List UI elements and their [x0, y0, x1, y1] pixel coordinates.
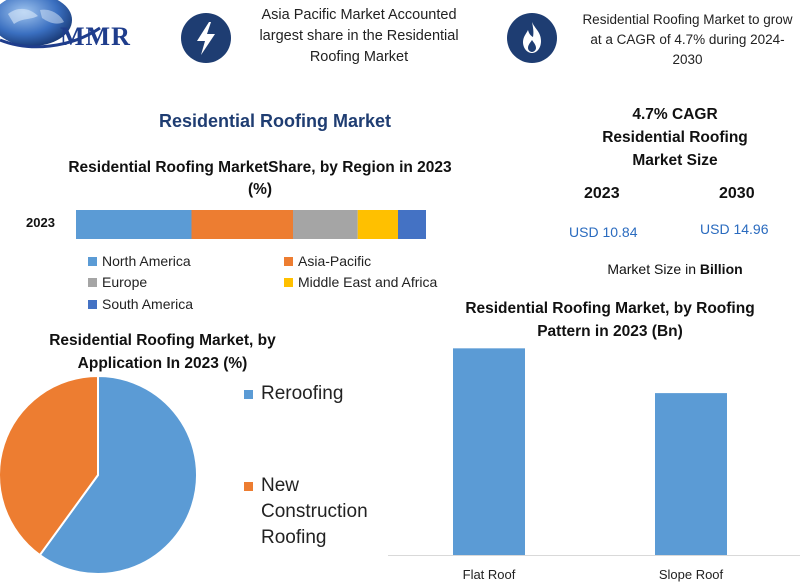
legend-item-north-america: North America — [88, 253, 191, 269]
pattern-bar-chart — [388, 348, 800, 556]
info-text-cagr: Residential Roofing Market to grow at a … — [582, 12, 793, 67]
year-2023: 2023 — [584, 185, 620, 202]
legend-swatch — [244, 390, 253, 399]
legend-label: North America — [102, 253, 191, 269]
market-size-title-1: Residential Roofing — [602, 129, 748, 146]
legend-item-reroofing: Reroofing — [244, 381, 394, 407]
region-chart-title: Residential Roofing MarketShare, by Regi… — [68, 159, 452, 198]
globe-icon — [0, 0, 101, 49]
application-pie-chart — [0, 376, 198, 575]
logo-text: MMR — [60, 22, 131, 51]
region-stacked-bar-chart — [76, 210, 426, 239]
legend-swatch — [88, 256, 97, 266]
legend-swatch — [88, 277, 97, 287]
legend-item-middle-east-and-africa: Middle East and Africa — [284, 274, 437, 290]
legend-item-new-construction-roofing: New Construction Roofing — [244, 473, 394, 551]
legend-item-asia-pacific: Asia-Pacific — [284, 253, 371, 269]
legend-label: Middle East and Africa — [298, 274, 438, 290]
legend-item-south-america: South America — [88, 296, 193, 312]
bar-segment-south-america — [398, 210, 426, 239]
legend-swatch — [284, 256, 293, 266]
value-2023: USD 10.84 — [569, 224, 638, 240]
lightning-icon — [181, 13, 231, 63]
x-tick-label-flat-roof: Flat Roof — [462, 567, 516, 582]
legend-label: Asia-Pacific — [298, 253, 372, 269]
bar-segment-middle-east-and-africa — [357, 210, 398, 239]
value-2030: USD 14.96 — [700, 221, 769, 237]
legend-label: Europe — [102, 274, 148, 290]
bar-slope-roof — [655, 393, 727, 555]
mmr-logo — [0, 0, 160, 62]
main-title: Residential Roofing Market — [158, 111, 392, 131]
cagr-line: 4.7% CAGR — [632, 106, 718, 123]
legend-swatch — [284, 277, 293, 287]
unit-prefix: Market Size in — [607, 261, 700, 277]
bar-flat-roof — [453, 348, 525, 555]
market-size-title-2: Market Size — [632, 152, 718, 169]
x-tick-label-slope-roof: Slope Roof — [658, 567, 724, 582]
bar-segment-north-america — [76, 210, 192, 239]
pattern-chart-title: Residential Roofing Market, by Roofing P… — [465, 300, 755, 340]
pie-slice-new-construction-roofing — [0, 376, 99, 557]
bar-segment-europe — [293, 210, 358, 239]
market-size-block: 4.7% CAGR Residential Roofing Market Siz… — [560, 103, 790, 172]
legend-swatch — [88, 299, 97, 309]
region-bar-category: 2023 — [26, 215, 55, 230]
legend-item-europe: Europe — [88, 274, 147, 290]
unit-note: Market Size in Billion — [560, 261, 790, 277]
legend-label: South America — [102, 296, 194, 312]
info-text-asia-pacific: Asia Pacific Market Accounted largest sh… — [259, 7, 459, 65]
legend-swatch — [244, 482, 253, 491]
unit-bold: Billion — [699, 261, 743, 277]
pie-slice-reroofing — [38, 376, 198, 575]
flame-icon — [507, 13, 557, 63]
legend-label: New Construction Roofing — [261, 475, 368, 548]
year-2030: 2030 — [719, 185, 755, 202]
bar-segment-asia-pacific — [191, 210, 293, 239]
application-chart-title: Residential Roofing Market, by Applicati… — [49, 332, 276, 372]
legend-label: Reroofing — [261, 383, 344, 404]
